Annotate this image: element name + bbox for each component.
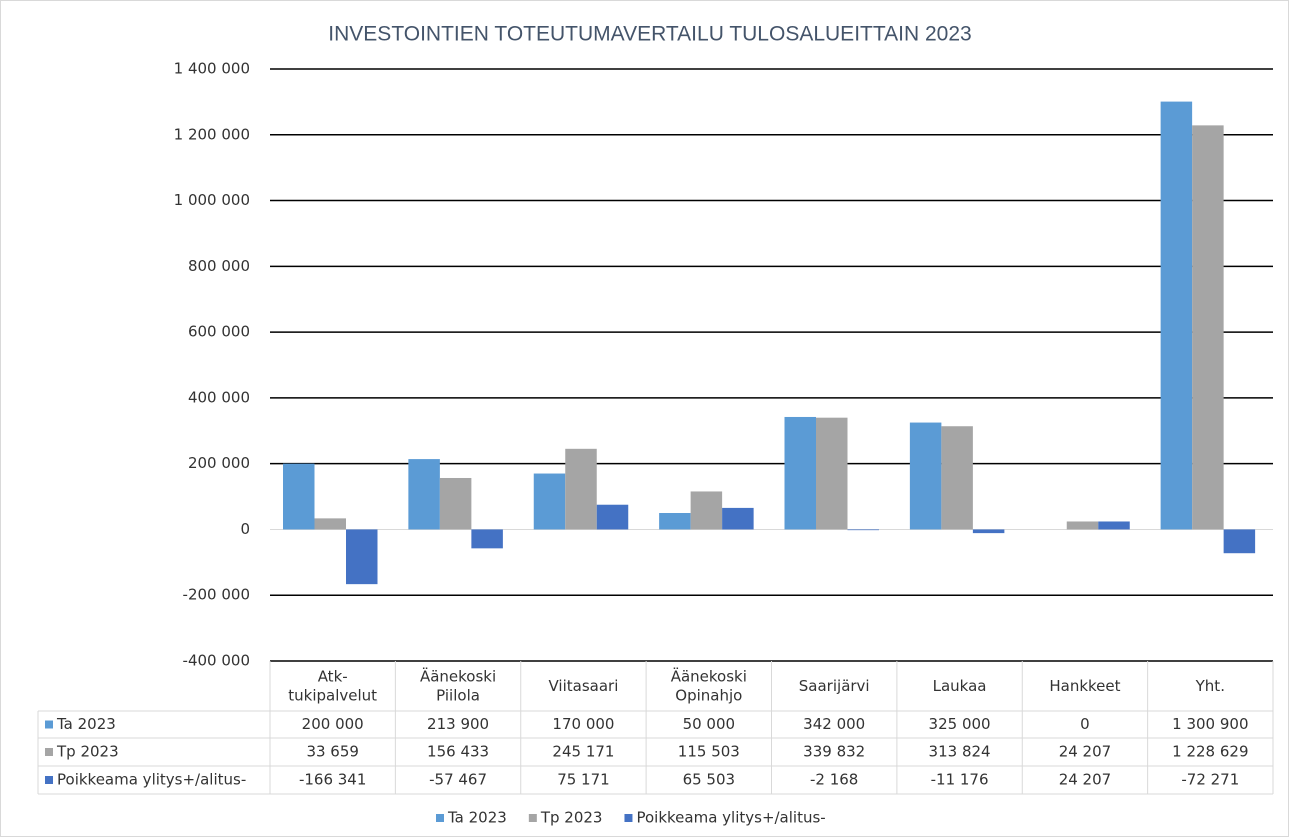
table-cell: 24 207 bbox=[1059, 743, 1112, 761]
table-row-label: Tp 2023 bbox=[56, 743, 119, 761]
bar bbox=[690, 491, 723, 530]
bar bbox=[1160, 101, 1193, 530]
bar bbox=[596, 504, 629, 530]
bar bbox=[533, 473, 566, 530]
bar bbox=[941, 426, 973, 530]
y-tick-label: 1 200 000 bbox=[174, 125, 250, 143]
bar bbox=[784, 416, 816, 530]
table-cell: 1 300 900 bbox=[1172, 715, 1248, 733]
x-tick-label: Hankkeet bbox=[1049, 677, 1120, 695]
table-cell: 75 171 bbox=[557, 771, 610, 789]
table-cell: -11 176 bbox=[931, 771, 989, 789]
bar bbox=[1066, 521, 1099, 530]
bar bbox=[565, 448, 597, 530]
table-cell: 325 000 bbox=[929, 715, 991, 733]
y-tick-label: 0 bbox=[240, 520, 250, 538]
legend-key bbox=[45, 720, 53, 729]
table-row-label: Poikkeama ylitys+/alitus- bbox=[57, 771, 246, 789]
table-cell: 170 000 bbox=[552, 715, 614, 733]
bar bbox=[1192, 125, 1224, 530]
bar bbox=[847, 529, 879, 531]
bar bbox=[346, 529, 378, 585]
bar bbox=[659, 513, 691, 530]
table-cell: -57 467 bbox=[429, 771, 487, 789]
y-tick-label: 1 000 000 bbox=[174, 191, 250, 209]
bar bbox=[408, 459, 440, 530]
y-tick-label: -400 000 bbox=[183, 652, 250, 670]
bar bbox=[314, 518, 346, 530]
y-tick-label: 600 000 bbox=[188, 323, 250, 341]
table-cell: 245 171 bbox=[552, 743, 614, 761]
table-cell: 33 659 bbox=[306, 743, 359, 761]
table-cell: 50 000 bbox=[683, 715, 736, 733]
bar bbox=[283, 463, 315, 530]
bar bbox=[909, 422, 942, 530]
legend-label: Tp 2023 bbox=[540, 809, 603, 827]
bar bbox=[1223, 529, 1256, 554]
table-cell: -2 168 bbox=[810, 771, 858, 789]
chart-title: INVESTOINTIEN TOTEUTUMAVERTAILU TULOSALU… bbox=[328, 23, 971, 46]
x-tick-label: Äänekoski Opinahjo bbox=[671, 666, 747, 704]
y-tick-label: 400 000 bbox=[188, 388, 250, 406]
bar bbox=[439, 477, 472, 530]
bar bbox=[722, 507, 754, 530]
bar bbox=[1098, 521, 1130, 530]
legend-key bbox=[436, 814, 444, 822]
table-row-label: Ta 2023 bbox=[56, 715, 116, 733]
table-cell: 339 832 bbox=[803, 743, 865, 761]
table-cell: -72 271 bbox=[1181, 771, 1239, 789]
table-cell: 156 433 bbox=[427, 743, 489, 761]
bar bbox=[471, 529, 503, 549]
y-tick-label: -200 000 bbox=[183, 586, 250, 604]
y-tick-label: 200 000 bbox=[188, 454, 250, 472]
table-cell: 115 503 bbox=[678, 743, 740, 761]
table-cell: 24 207 bbox=[1059, 771, 1112, 789]
table-cell: 1 228 629 bbox=[1172, 743, 1248, 761]
legend-label: Ta 2023 bbox=[447, 809, 507, 827]
x-tick-label: Yht. bbox=[1195, 677, 1225, 695]
table-cell: 313 824 bbox=[929, 743, 991, 761]
legend-key bbox=[45, 748, 53, 756]
table-cell: 342 000 bbox=[803, 715, 865, 733]
x-tick-label: Saarijärvi bbox=[799, 677, 870, 695]
table-cell: -166 341 bbox=[299, 771, 366, 789]
x-tick-label: Laukaa bbox=[933, 677, 987, 695]
legend-key bbox=[624, 814, 633, 822]
table-cell: 213 900 bbox=[427, 715, 489, 733]
x-tick-label: Atk-tukipalvelut bbox=[288, 667, 377, 704]
table-cell: 200 000 bbox=[302, 715, 364, 733]
legend-key bbox=[45, 776, 53, 784]
y-tick-label: 800 000 bbox=[188, 257, 250, 275]
table-cell: 0 bbox=[1080, 715, 1090, 733]
bar bbox=[816, 417, 848, 530]
x-tick-label: Äänekoski Piilola bbox=[420, 666, 496, 704]
x-tick-label: Viitasaari bbox=[549, 677, 619, 695]
legend-key bbox=[528, 814, 537, 822]
y-tick-label: 1 400 000 bbox=[174, 60, 250, 78]
legend-label: Poikkeama ylitys+/alitus- bbox=[636, 809, 825, 827]
bar bbox=[972, 529, 1005, 534]
table-cell: 65 503 bbox=[683, 771, 736, 789]
